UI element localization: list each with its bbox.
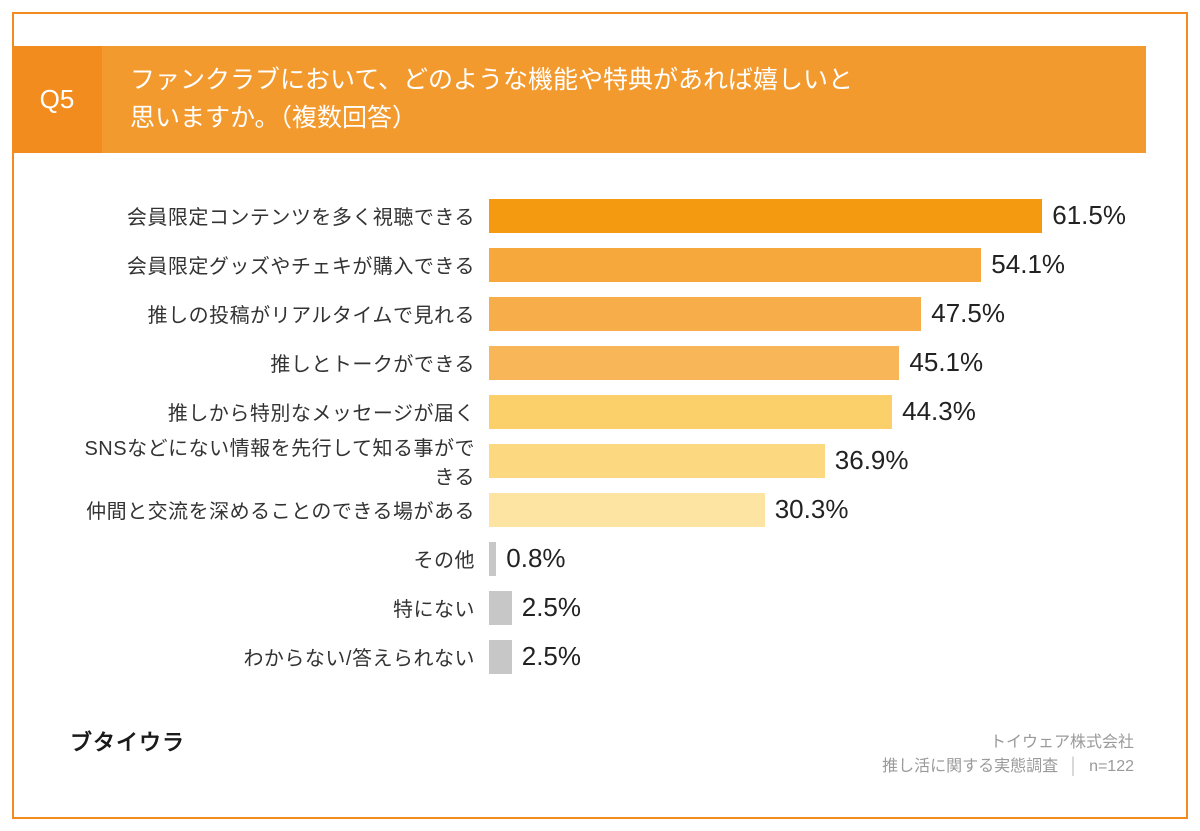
- bar: [489, 542, 496, 576]
- survey-name: 推し活に関する実態調査: [882, 758, 1058, 775]
- bar: [489, 395, 892, 429]
- bar-label: 推しとトークができる: [74, 348, 489, 377]
- bar-track: 54.1%: [489, 240, 1126, 289]
- bar-track: 36.9%: [489, 436, 1126, 485]
- bar-value: 2.5%: [522, 592, 581, 623]
- source-attribution: トイウェア株式会社 推し活に関する実態調査 │ n=122: [882, 731, 1134, 779]
- chart-row: 推しから特別なメッセージが届く 44.3%: [74, 387, 1126, 436]
- bar-track: 2.5%: [489, 632, 1126, 681]
- bar-label: 会員限定グッズやチェキが購入できる: [74, 250, 489, 279]
- slide-frame: Q5 ファンクラブにおいて、どのような機能や特典があれば嬉しいと 思いますか。（…: [12, 12, 1188, 819]
- company-name: トイウェア株式会社: [882, 731, 1134, 755]
- separator: │: [1069, 758, 1079, 775]
- chart-row: その他 0.8%: [74, 534, 1126, 583]
- bar-track: 2.5%: [489, 583, 1126, 632]
- chart-row: 会員限定コンテンツを多く視聴できる 61.5%: [74, 191, 1126, 240]
- bar-label: 推しから特別なメッセージが届く: [74, 397, 489, 426]
- bar: [489, 346, 899, 380]
- bar-value: 30.3%: [775, 494, 849, 525]
- brand-logo-text: ブタイウラ: [70, 725, 185, 757]
- sample-size: n=122: [1089, 758, 1134, 775]
- bar-track: 47.5%: [489, 289, 1126, 338]
- chart-row: 推しの投稿がリアルタイムで見れる 47.5%: [74, 289, 1126, 338]
- bar-label: その他: [74, 544, 489, 573]
- bar-value: 61.5%: [1052, 200, 1126, 231]
- bar-label: 仲間と交流を深めることのできる場がある: [74, 495, 489, 524]
- chart-row: 仲間と交流を深めることのできる場がある 30.3%: [74, 485, 1126, 534]
- bar-value: 2.5%: [522, 641, 581, 672]
- bar-label: 特にない: [74, 593, 489, 622]
- chart-row: 会員限定グッズやチェキが購入できる 54.1%: [74, 240, 1126, 289]
- bar-track: 44.3%: [489, 387, 1126, 436]
- bar-label: わからない/答えられない: [74, 642, 489, 671]
- survey-info: 推し活に関する実態調査 │ n=122: [882, 755, 1134, 779]
- chart-row: SNSなどにない情報を先行して知る事ができる36.9%: [74, 436, 1126, 485]
- bar-value: 44.3%: [902, 396, 976, 427]
- bar: [489, 199, 1042, 233]
- bar: [489, 493, 765, 527]
- bar-label: 会員限定コンテンツを多く視聴できる: [74, 201, 489, 230]
- brand-name: ブタイウラ: [70, 730, 185, 755]
- bar-chart: 会員限定コンテンツを多く視聴できる 61.5% 会員限定グッズやチェキが購入できる 5…: [14, 153, 1186, 691]
- bar-track: 30.3%: [489, 485, 1126, 534]
- bar-value: 36.9%: [835, 445, 909, 476]
- bar-track: 0.8%: [489, 534, 1126, 583]
- question-number-badge: Q5: [12, 46, 102, 153]
- bar: [489, 297, 921, 331]
- bar-label: SNSなどにない情報を先行して知る事ができる: [74, 432, 489, 490]
- bar-value: 0.8%: [506, 543, 565, 574]
- question-number: Q5: [40, 84, 75, 115]
- bar-label: 推しの投稿がリアルタイムで見れる: [74, 299, 489, 328]
- chart-row: 特にない 2.5%: [74, 583, 1126, 632]
- chart-row: わからない/答えられない 2.5%: [74, 632, 1126, 681]
- bar: [489, 640, 512, 674]
- question-text: ファンクラブにおいて、どのような機能や特典があれば嬉しいと 思いますか。（複数回…: [130, 66, 853, 132]
- chart-row: 推しとトークができる 45.1%: [74, 338, 1126, 387]
- question-title-bar: ファンクラブにおいて、どのような機能や特典があれば嬉しいと 思いますか。（複数回…: [102, 46, 1146, 153]
- bar: [489, 591, 512, 625]
- bar-track: 45.1%: [489, 338, 1126, 387]
- bar: [489, 248, 981, 282]
- bar-track: 61.5%: [489, 191, 1126, 240]
- question-header: Q5 ファンクラブにおいて、どのような機能や特典があれば嬉しいと 思いますか。（…: [14, 46, 1186, 153]
- bar-value: 54.1%: [991, 249, 1065, 280]
- bar: [489, 444, 825, 478]
- bar-value: 47.5%: [931, 298, 1005, 329]
- bar-value: 45.1%: [909, 347, 983, 378]
